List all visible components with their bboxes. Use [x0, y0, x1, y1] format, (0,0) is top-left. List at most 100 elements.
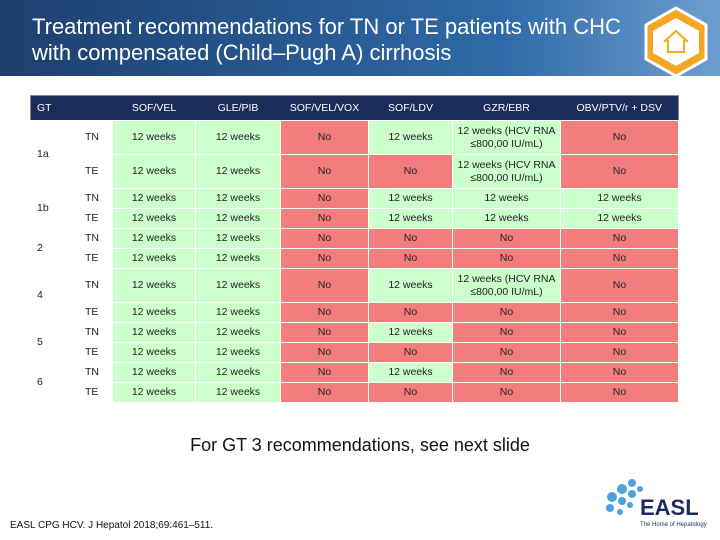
column-header: SOF/VEL/VOX	[280, 95, 369, 121]
recommendation-cell: 12 weeks	[452, 188, 561, 209]
type-cell: TN	[78, 268, 113, 303]
recommendation-cell: No	[452, 342, 561, 363]
recommendation-cell: No	[280, 228, 369, 249]
recommendation-cell: No	[452, 362, 561, 383]
recommendation-cell: No	[368, 382, 453, 403]
citation: EASL CPG HCV. J Hepatol 2018;69:461–511.	[10, 520, 214, 531]
recommendation-cell: No	[280, 342, 369, 363]
type-cell: TN	[78, 362, 113, 383]
recommendation-cell: No	[368, 302, 453, 323]
column-header: GLE/PIB	[195, 95, 281, 121]
type-cell: TN	[78, 120, 113, 155]
recommendation-cell: No	[280, 188, 369, 209]
type-cell: TE	[78, 208, 113, 229]
recommendation-cell: No	[452, 228, 561, 249]
easl-logo: EASL The Home of Hepatology	[606, 479, 707, 528]
recommendation-cell: 12 weeks	[195, 154, 281, 189]
recommendation-cell: 12 weeks (HCV RNA ≤800,00 IU/mL)	[452, 154, 561, 189]
recommendation-cell: No	[560, 342, 679, 363]
gt-cell: 1b	[30, 188, 79, 229]
column-header: SOF/VEL	[112, 95, 196, 121]
recommendation-cell: 12 weeks	[112, 322, 196, 343]
table-row: 6 TN 12 weeks 12 weeks No 12 weeks No No	[30, 362, 679, 403]
table-row: TE 12 weeks 12 weeks No No No No	[31, 382, 679, 403]
treatment-table: GT SOF/VEL GLE/PIB SOF/VEL/VOX SOF/LDV GZR/EB…	[30, 95, 679, 403]
recommendation-cell: 12 weeks	[195, 208, 281, 229]
column-header: SOF/LDV	[368, 95, 453, 121]
table-row: 2 TN 12 weeks 12 weeks No No No No	[30, 228, 679, 269]
recommendation-cell: No	[280, 268, 369, 303]
table-row: 4 TN 12 weeks 12 weeks No 12 weeks 12 weeks (H…	[30, 268, 679, 323]
table-row: TE 12 weeks 12 weeks No No No No	[31, 248, 679, 269]
recommendation-cell: 12 weeks	[112, 228, 196, 249]
recommendation-cell: 12 weeks	[195, 362, 281, 383]
gt-cell: 6	[30, 362, 79, 403]
recommendation-cell: 12 weeks	[112, 208, 196, 229]
recommendation-cell: 12 weeks (HCV RNA ≤800,00 IU/mL)	[452, 120, 561, 155]
table-row: TE 12 weeks 12 weeks No No 12 weeks (HCV RNA …	[31, 154, 679, 189]
recommendation-cell: 12 weeks	[368, 362, 453, 383]
recommendation-cell: 12 weeks	[195, 382, 281, 403]
type-cell: TE	[78, 248, 113, 269]
recommendation-cell: 12 weeks	[195, 322, 281, 343]
recommendation-cell: No	[560, 362, 679, 383]
table-row: 1a TN 12 weeks 12 weeks No 12 weeks 12 weeks (…	[30, 120, 679, 189]
recommendation-cell: No	[280, 154, 369, 189]
type-cell: TN	[78, 322, 113, 343]
recommendation-cell: 12 weeks	[560, 188, 679, 209]
recommendation-cell: 12 weeks	[368, 322, 453, 343]
recommendation-cell: 12 weeks	[112, 268, 196, 303]
recommendation-cell: 12 weeks	[368, 268, 453, 303]
recommendation-cell: No	[452, 248, 561, 269]
table-row: 1b TN 12 weeks 12 weeks No 12 weeks 12 weeks 12…	[30, 188, 679, 229]
gt-cell: 4	[30, 268, 79, 323]
home-button[interactable]	[640, 6, 712, 78]
recommendation-cell: 12 weeks	[195, 248, 281, 269]
table-row: 5 TN 12 weeks 12 weeks No 12 weeks No No	[30, 322, 679, 363]
recommendation-cell: 12 weeks	[368, 120, 453, 155]
recommendation-cell: 12 weeks	[112, 248, 196, 269]
gt-cell: 1a	[30, 120, 79, 189]
column-header: GZR/EBR	[452, 95, 561, 121]
recommendation-cell: No	[280, 362, 369, 383]
recommendation-cell: 12 weeks	[112, 120, 196, 155]
recommendation-cell: 12 weeks	[112, 188, 196, 209]
recommendation-cell: No	[280, 322, 369, 343]
gt-cell: 2	[30, 228, 79, 269]
recommendation-cell: No	[560, 248, 679, 269]
recommendation-cell: 12 weeks	[112, 382, 196, 403]
recommendation-cell: No	[560, 268, 679, 303]
recommendation-cell: No	[280, 208, 369, 229]
table-row: TE 12 weeks 12 weeks No 12 weeks 12 weeks 12 w…	[31, 208, 679, 229]
recommendation-cell: 12 weeks	[195, 302, 281, 323]
recommendation-cell: No	[280, 248, 369, 269]
recommendation-cell: No	[560, 154, 679, 189]
recommendation-cell: 12 weeks	[112, 302, 196, 323]
logo-name: EASL	[640, 495, 699, 520]
recommendation-cell: 12 weeks	[112, 342, 196, 363]
note: For GT 3 recommendations, see next slide	[190, 435, 530, 455]
recommendation-cell: No	[368, 154, 453, 189]
recommendation-cell: 12 weeks	[368, 188, 453, 209]
recommendation-cell: No	[280, 382, 369, 403]
recommendation-cell: No	[280, 120, 369, 155]
recommendation-cell: 12 weeks	[195, 120, 281, 155]
recommendation-cell: 12 weeks (HCV RNA ≤800,00 IU/mL)	[452, 268, 561, 303]
type-cell: TN	[78, 228, 113, 249]
recommendation-cell: No	[560, 228, 679, 249]
type-cell: TE	[78, 302, 113, 323]
table-row: TE 12 weeks 12 weeks No No No No	[31, 342, 679, 363]
column-header: OBV/PTV/r + DSV	[560, 95, 679, 121]
recommendation-cell: No	[368, 248, 453, 269]
recommendation-cell: No	[368, 342, 453, 363]
recommendation-cell: 12 weeks	[112, 362, 196, 383]
logo-tagline: The Home of Hepatology	[640, 522, 707, 528]
recommendation-cell: No	[452, 302, 561, 323]
recommendation-cell: 12 weeks	[560, 208, 679, 229]
recommendation-cell: No	[560, 302, 679, 323]
gt-cell: 5	[30, 322, 79, 363]
recommendation-cell: 12 weeks	[112, 154, 196, 189]
column-header	[78, 95, 113, 121]
recommendation-cell: No	[560, 120, 679, 155]
